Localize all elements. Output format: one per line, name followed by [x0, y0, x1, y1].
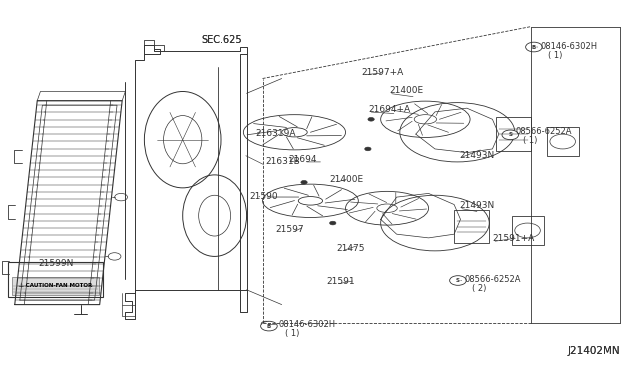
- Bar: [454, 210, 489, 243]
- Text: 21475: 21475: [336, 244, 364, 253]
- Text: 21694+A: 21694+A: [369, 105, 411, 114]
- Text: S: S: [508, 132, 512, 137]
- Text: 08146-6302H: 08146-6302H: [540, 42, 598, 51]
- Text: ( 1): ( 1): [523, 136, 538, 145]
- Bar: [8, 262, 103, 297]
- Text: SEC.625: SEC.625: [202, 35, 243, 45]
- Text: 21591: 21591: [326, 277, 355, 286]
- Circle shape: [450, 276, 467, 285]
- Text: B: B: [267, 324, 271, 328]
- Text: 21493N: 21493N: [460, 201, 495, 210]
- Text: ( 1): ( 1): [285, 329, 300, 338]
- Text: B: B: [532, 45, 536, 49]
- Text: 08566-6252A: 08566-6252A: [515, 127, 572, 136]
- Circle shape: [330, 221, 336, 225]
- Text: 21590: 21590: [250, 192, 278, 201]
- Bar: [12, 277, 99, 295]
- Bar: [511, 217, 543, 244]
- Bar: [547, 128, 579, 155]
- Text: S: S: [456, 278, 460, 283]
- Text: 21400E: 21400E: [330, 175, 364, 184]
- Circle shape: [260, 321, 277, 331]
- Text: 21493N: 21493N: [460, 151, 495, 160]
- Circle shape: [525, 42, 542, 52]
- Text: SEC.625: SEC.625: [202, 35, 243, 45]
- Circle shape: [368, 118, 374, 121]
- Text: 08566-6252A: 08566-6252A: [465, 275, 521, 284]
- Bar: [495, 118, 531, 151]
- Circle shape: [365, 147, 371, 151]
- Text: 21599N: 21599N: [38, 259, 74, 267]
- Text: J21402MN: J21402MN: [568, 346, 620, 356]
- Circle shape: [301, 180, 307, 184]
- Circle shape: [502, 130, 518, 140]
- Text: 21591+A: 21591+A: [492, 234, 534, 243]
- Text: 21694: 21694: [288, 155, 317, 164]
- Text: ⚠ CAUTION-FAN MOTOR: ⚠ CAUTION-FAN MOTOR: [19, 283, 92, 288]
- Text: ( 2): ( 2): [472, 285, 486, 294]
- Text: J21402MN: J21402MN: [568, 346, 620, 356]
- Text: 216319A: 216319A: [255, 129, 296, 138]
- Text: 21597+A: 21597+A: [362, 68, 404, 77]
- Text: ( 1): ( 1): [548, 51, 563, 60]
- Text: 21400E: 21400E: [389, 86, 423, 95]
- Text: 08146-6302H: 08146-6302H: [278, 320, 335, 329]
- Text: 21597: 21597: [275, 225, 304, 234]
- Text: 21631B: 21631B: [266, 157, 300, 166]
